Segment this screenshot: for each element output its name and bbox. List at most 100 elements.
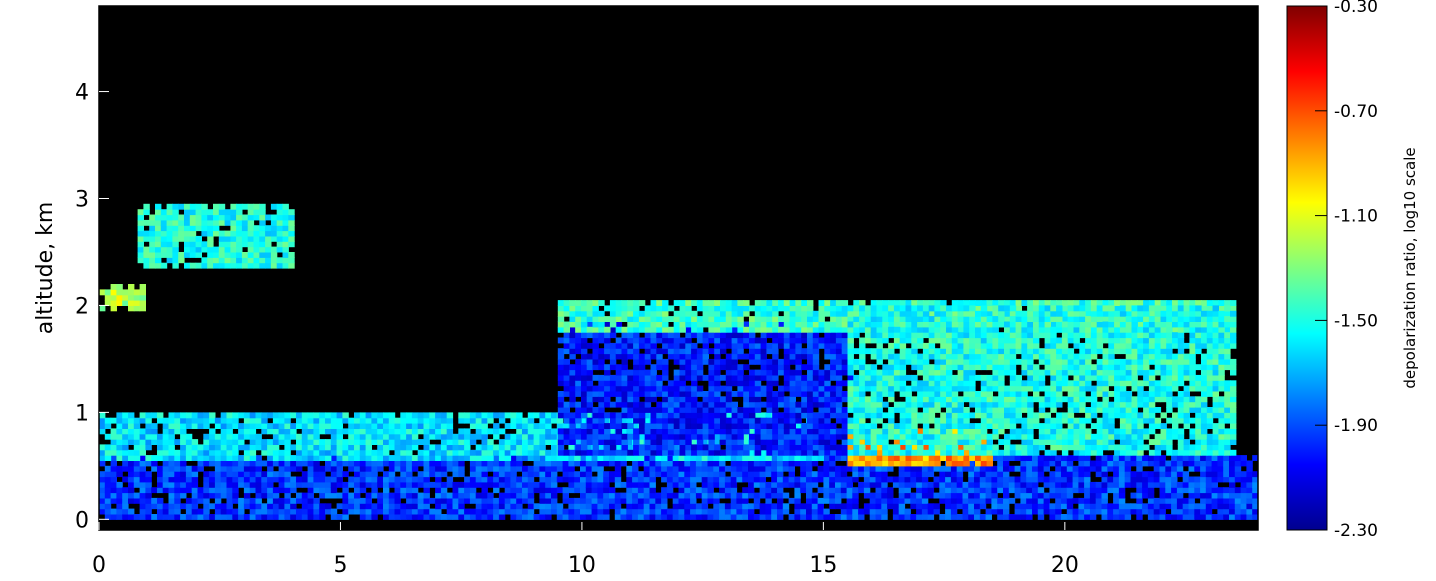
heatmap-cell <box>504 412 512 419</box>
heatmap-cell <box>643 476 651 483</box>
heatmap-cell <box>510 514 517 520</box>
heatmap-cell <box>139 417 146 424</box>
heatmap-cell <box>714 326 721 333</box>
heatmap-cell <box>737 391 744 397</box>
heatmap-cell <box>679 342 686 349</box>
heatmap-cell <box>261 514 268 520</box>
heatmap-cell <box>406 492 413 499</box>
heatmap-cell <box>714 353 721 360</box>
heatmap-cell <box>1211 476 1218 483</box>
heatmap-cell <box>806 487 813 494</box>
heatmap-cell <box>563 412 570 419</box>
heatmap-cell <box>812 374 820 381</box>
heatmap-cell <box>330 481 338 488</box>
heatmap-cell <box>581 385 588 392</box>
heatmap-cell <box>789 374 796 381</box>
heatmap-cell <box>272 508 280 515</box>
heatmap-cell <box>569 321 576 328</box>
heatmap-cell <box>446 481 454 488</box>
heatmap-cell <box>1217 487 1224 494</box>
heatmap-cell <box>226 449 233 456</box>
heatmap-cell <box>209 503 216 510</box>
heatmap-cell <box>116 487 123 494</box>
heatmap-cell <box>597 514 604 520</box>
heatmap-cell <box>951 310 959 317</box>
heatmap-cell <box>910 514 917 520</box>
heatmap-cell <box>533 439 540 445</box>
heatmap-cell <box>714 337 721 344</box>
heatmap-cell <box>557 353 565 360</box>
heatmap-cell <box>696 439 704 445</box>
heatmap-cell <box>869 481 877 488</box>
heatmap-cell <box>388 439 396 445</box>
heatmap-cell <box>1020 514 1027 520</box>
heatmap-cell <box>487 503 494 510</box>
heatmap-cell <box>214 439 222 445</box>
heatmap-cell <box>348 449 355 456</box>
heatmap-cell <box>835 310 843 317</box>
heatmap-cell <box>203 508 210 515</box>
heatmap-cell <box>898 497 906 504</box>
heatmap-cell <box>243 514 251 520</box>
heatmap-cell <box>157 508 164 515</box>
heatmap-cell <box>522 508 529 515</box>
heatmap-cell <box>621 353 628 360</box>
heatmap-cell <box>749 353 756 360</box>
heatmap-cell <box>581 321 588 328</box>
heatmap-cell <box>708 321 715 328</box>
heatmap-cell <box>835 321 843 328</box>
heatmap-cell <box>759 503 766 510</box>
heatmap-cell <box>725 444 733 451</box>
heatmap-cell <box>533 449 540 456</box>
heatmap-cell <box>214 444 222 451</box>
heatmap-cell <box>979 471 987 478</box>
heatmap-cell <box>569 380 576 387</box>
heatmap-cell <box>1061 487 1068 494</box>
heatmap-cell <box>1032 503 1039 510</box>
heatmap-cell <box>452 487 459 494</box>
heatmap-cell <box>342 417 349 424</box>
heatmap-cell <box>377 433 384 440</box>
heatmap-cell <box>661 492 668 499</box>
heatmap-cell <box>469 476 477 483</box>
heatmap-cell <box>701 476 709 483</box>
heatmap-cell <box>720 439 727 445</box>
heatmap-cell <box>1240 471 1247 478</box>
heatmap-cell <box>650 369 657 376</box>
heatmap-cell <box>598 326 605 333</box>
heatmap-cell <box>672 514 680 520</box>
heatmap-cell <box>807 332 814 339</box>
heatmap-cell <box>656 326 663 333</box>
heatmap-cell <box>1217 465 1224 472</box>
heatmap-cell <box>678 471 685 478</box>
heatmap-cell <box>626 439 633 445</box>
heatmap-cell <box>493 412 500 419</box>
heatmap-cell <box>731 380 738 387</box>
heatmap-cell <box>655 471 662 478</box>
heatmap-cell <box>1252 514 1258 520</box>
heatmap-cell <box>772 369 779 376</box>
heatmap-cell <box>180 417 187 424</box>
heatmap-cell <box>417 460 425 467</box>
heatmap-cell <box>498 508 506 515</box>
heatmap-cell <box>673 337 681 344</box>
heatmap-cell <box>197 508 204 515</box>
heatmap-cell <box>737 300 744 306</box>
heatmap-cell <box>714 374 721 381</box>
heatmap-cell <box>342 481 349 488</box>
heatmap-cell <box>621 374 628 381</box>
heatmap-cell <box>1095 487 1103 494</box>
heatmap-cell <box>650 353 657 360</box>
heatmap-cell <box>301 460 309 467</box>
heatmap-cell <box>586 396 594 403</box>
heatmap-cell <box>1217 471 1224 478</box>
heatmap-cell <box>824 369 831 376</box>
heatmap-cell <box>794 423 801 429</box>
heatmap-cell <box>307 497 314 504</box>
heatmap-cell <box>760 391 767 397</box>
heatmap-cell <box>1066 471 1074 478</box>
heatmap-cell <box>615 342 623 349</box>
heatmap-cell <box>719 503 726 510</box>
heatmap-cell <box>649 481 656 488</box>
heatmap-cell <box>801 380 808 387</box>
